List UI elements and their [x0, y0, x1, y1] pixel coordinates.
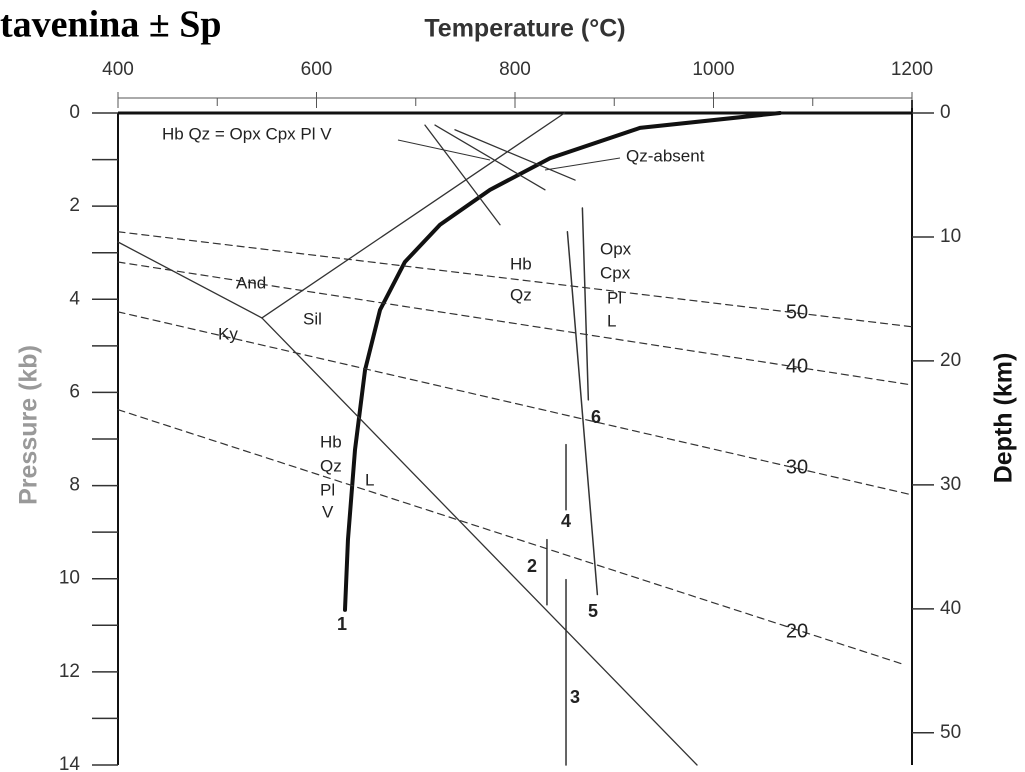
annotation: V [322, 502, 334, 521]
curve [117, 311, 913, 496]
annotation: Opx [600, 239, 632, 258]
x-tick-label: 1200 [891, 59, 933, 80]
y-tick-label: 4 [69, 288, 80, 309]
curve [117, 241, 263, 319]
y-tick-label: 2 [69, 195, 80, 216]
annotation: And [236, 273, 266, 292]
y2-tick-label: 0 [940, 102, 951, 123]
annotation: Hb [510, 254, 532, 273]
curve [581, 207, 590, 401]
annotation: Qz-absent [626, 146, 705, 165]
curve [117, 409, 906, 666]
x-tick-label: 1000 [692, 59, 734, 80]
curve [424, 124, 501, 226]
annotation: Sil [303, 309, 322, 328]
y-tick-label: 10 [59, 568, 80, 589]
y-tick-label: 14 [59, 754, 81, 772]
curve [566, 231, 599, 596]
y-tick-label: 8 [69, 475, 80, 496]
annotation: Hb Qz = Opx Cpx Pl V [162, 124, 332, 143]
series-label: 20 [786, 620, 808, 642]
x-tick-label: 600 [301, 59, 333, 80]
y2-tick-label: 10 [940, 226, 961, 247]
curve [454, 129, 576, 181]
series-label: 1 [337, 614, 347, 634]
annotation: Ky [218, 324, 238, 343]
series-label: 50 [786, 301, 808, 323]
series-label: 4 [561, 511, 571, 531]
annotation: Qz [320, 456, 342, 475]
x-axis-label: Temperature (°C) [424, 15, 625, 43]
annotation: L [365, 470, 374, 489]
series-label: 40 [786, 355, 808, 377]
y2-axis-label: Depth (km) [990, 353, 1018, 484]
y-axis-label: Pressure (kb) [15, 345, 43, 505]
y-tick-label: 12 [59, 661, 80, 682]
series-label: 30 [786, 456, 808, 478]
curve [261, 112, 566, 319]
y2-tick-label: 50 [940, 722, 961, 743]
series-label: 3 [570, 687, 580, 707]
curve [117, 231, 913, 328]
y2-tick-label: 30 [940, 474, 961, 495]
chart-title: tavenina ± Sp [0, 4, 221, 46]
annotation: L [607, 311, 616, 330]
series-label: 5 [588, 601, 598, 621]
leader [397, 139, 491, 161]
curve [342, 111, 782, 612]
annotation: Cpx [600, 263, 631, 282]
curve [434, 124, 546, 191]
leader [544, 157, 621, 171]
y2-tick-label: 20 [940, 350, 961, 371]
y-tick-label: 0 [69, 102, 80, 123]
annotation: Hb [320, 432, 342, 451]
annotation: Pl [320, 480, 335, 499]
y-tick-label: 6 [69, 381, 80, 402]
x-tick-label: 800 [499, 59, 531, 80]
series-label: 6 [591, 407, 601, 427]
series-label: 2 [527, 556, 537, 576]
annotation: Qz [510, 285, 532, 304]
y2-tick-label: 40 [940, 598, 961, 619]
curve [117, 261, 913, 386]
annotation: Pl [607, 288, 622, 307]
x-tick-label: 400 [102, 59, 134, 80]
curve [261, 317, 698, 766]
